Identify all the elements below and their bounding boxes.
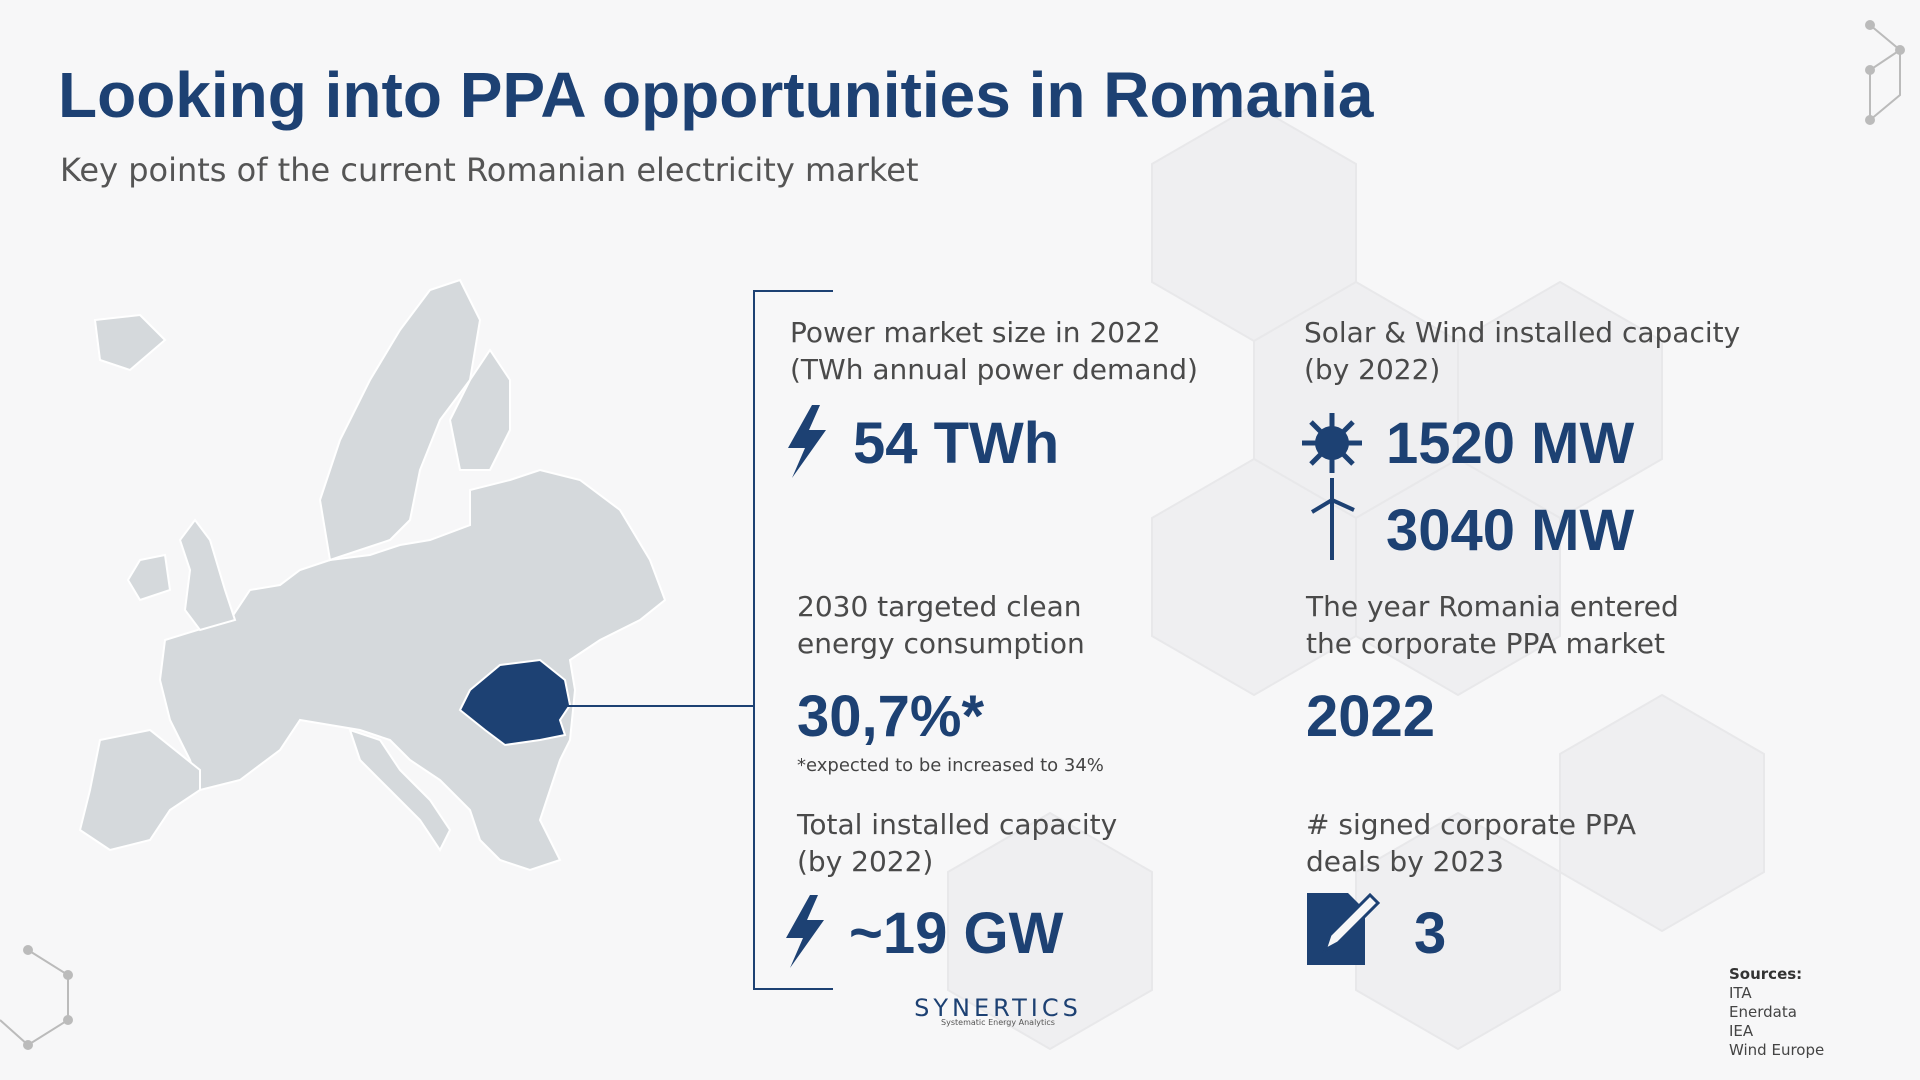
logo-name: SYNERTICS [914, 994, 1082, 1022]
stat-value: 3040 MW [1386, 498, 1634, 563]
stat-value: 54 TWh [853, 411, 1059, 476]
background-hexagons [947, 103, 1765, 1051]
stat-label: the corporate PPA market [1306, 627, 1665, 660]
stat-value: 2022 [1306, 684, 1435, 749]
stats: Power market size in 2022 (TWh annual po… [790, 316, 1740, 966]
romania [458, 658, 572, 747]
source-item: Wind Europe [1729, 1041, 1824, 1059]
stat-value: 30,7%* [797, 684, 984, 749]
stat-value: 1520 MW [1386, 411, 1634, 476]
stat-label: (by 2022) [797, 845, 933, 878]
stat-label: Solar & Wind installed capacity [1304, 316, 1740, 349]
icons [786, 405, 1381, 968]
stat-label: # signed corporate PPA [1306, 808, 1636, 841]
stat-label: Total installed capacity [796, 808, 1117, 841]
stat-value: 3 [1414, 901, 1446, 966]
bracket [565, 290, 833, 990]
stat-label: energy consumption [797, 627, 1085, 660]
stat-label: The year Romania entered [1305, 590, 1679, 623]
title: Looking into PPA opportunities in Romani… [58, 59, 1374, 131]
logo-tagline: Systematic Energy Analytics [941, 1018, 1055, 1027]
sources-title: Sources: [1729, 965, 1802, 983]
stat-label: (TWh annual power demand) [790, 353, 1198, 386]
stat-value: ~19 GW [849, 901, 1064, 966]
source-item: Enerdata [1729, 1003, 1797, 1021]
network-decoration [0, 20, 1905, 1050]
stat-label: Power market size in 2022 [790, 316, 1161, 349]
stat-note: *expected to be increased to 34% [797, 755, 1104, 776]
stat-label: deals by 2023 [1306, 845, 1504, 878]
source-item: IEA [1729, 1022, 1754, 1040]
stat-label: (by 2022) [1304, 353, 1440, 386]
source-item: ITA [1729, 984, 1752, 1002]
subtitle: Key points of the current Romanian elect… [60, 151, 919, 189]
stat-label: 2030 targeted clean [797, 590, 1082, 623]
europe-map [78, 278, 667, 872]
